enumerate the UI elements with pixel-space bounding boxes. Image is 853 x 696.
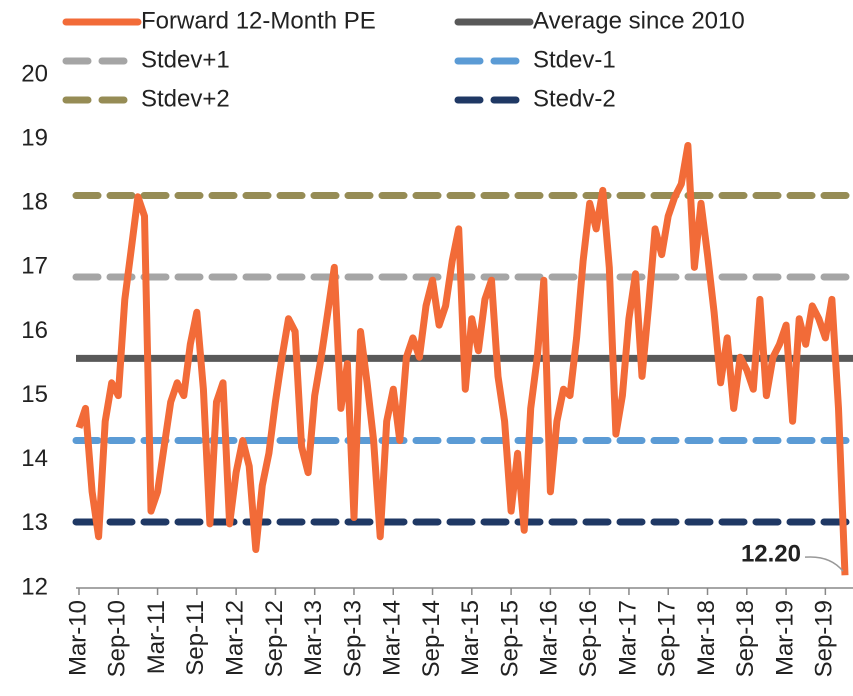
- y-tick-label: 17: [21, 253, 48, 280]
- x-tick-label: Sep-14: [418, 600, 445, 677]
- annotation: 12.20: [741, 541, 801, 568]
- legend-label: Stedv-2: [533, 85, 616, 112]
- legend-label: Forward 12-Month PE: [141, 7, 376, 34]
- y-tick-label: 19: [21, 124, 48, 151]
- x-tick-label: Sep-12: [261, 600, 288, 677]
- x-tick-label: Sep-17: [654, 600, 681, 677]
- y-tick-label: 15: [21, 381, 48, 408]
- y-tick-label: 13: [21, 509, 48, 536]
- y-tick-label: 14: [21, 445, 48, 472]
- annotation-leader: [804, 556, 844, 572]
- x-tick-label: Mar-19: [771, 600, 798, 676]
- legend-label: Stdev+2: [141, 85, 230, 112]
- x-tick-label: Mar-13: [300, 600, 327, 676]
- x-tick-label: Sep-15: [496, 600, 523, 677]
- legend-label: Average since 2010: [533, 7, 745, 34]
- y-tick-label: 16: [21, 317, 48, 344]
- x-tick-label: Mar-14: [379, 600, 406, 676]
- x-tick-label: Sep-18: [732, 600, 759, 677]
- x-tick-label: Mar-10: [64, 600, 91, 676]
- y-tick-label: 12: [21, 573, 48, 600]
- y-tick-label: 18: [21, 189, 48, 216]
- x-tick-label: Mar-11: [143, 600, 170, 674]
- x-tick-label: Mar-15: [457, 600, 484, 676]
- series-line: [75, 142, 849, 576]
- x-tick-label: Sep-10: [104, 600, 131, 677]
- x-tick-label: Mar-12: [221, 600, 248, 676]
- x-tick-label: Sep-19: [811, 600, 838, 677]
- x-tick-label: Mar-17: [614, 600, 641, 676]
- legend-label: Stdev-1: [533, 46, 616, 73]
- x-tick-label: Mar-18: [693, 600, 720, 676]
- legend-label: Stdev+1: [141, 46, 230, 73]
- x-tick-label: Sep-13: [339, 600, 366, 677]
- x-tick-label: Sep-11: [182, 600, 209, 676]
- x-tick-label: Sep-16: [575, 600, 602, 677]
- y-tick-label: 20: [21, 60, 48, 87]
- x-tick-label: Mar-16: [536, 600, 563, 676]
